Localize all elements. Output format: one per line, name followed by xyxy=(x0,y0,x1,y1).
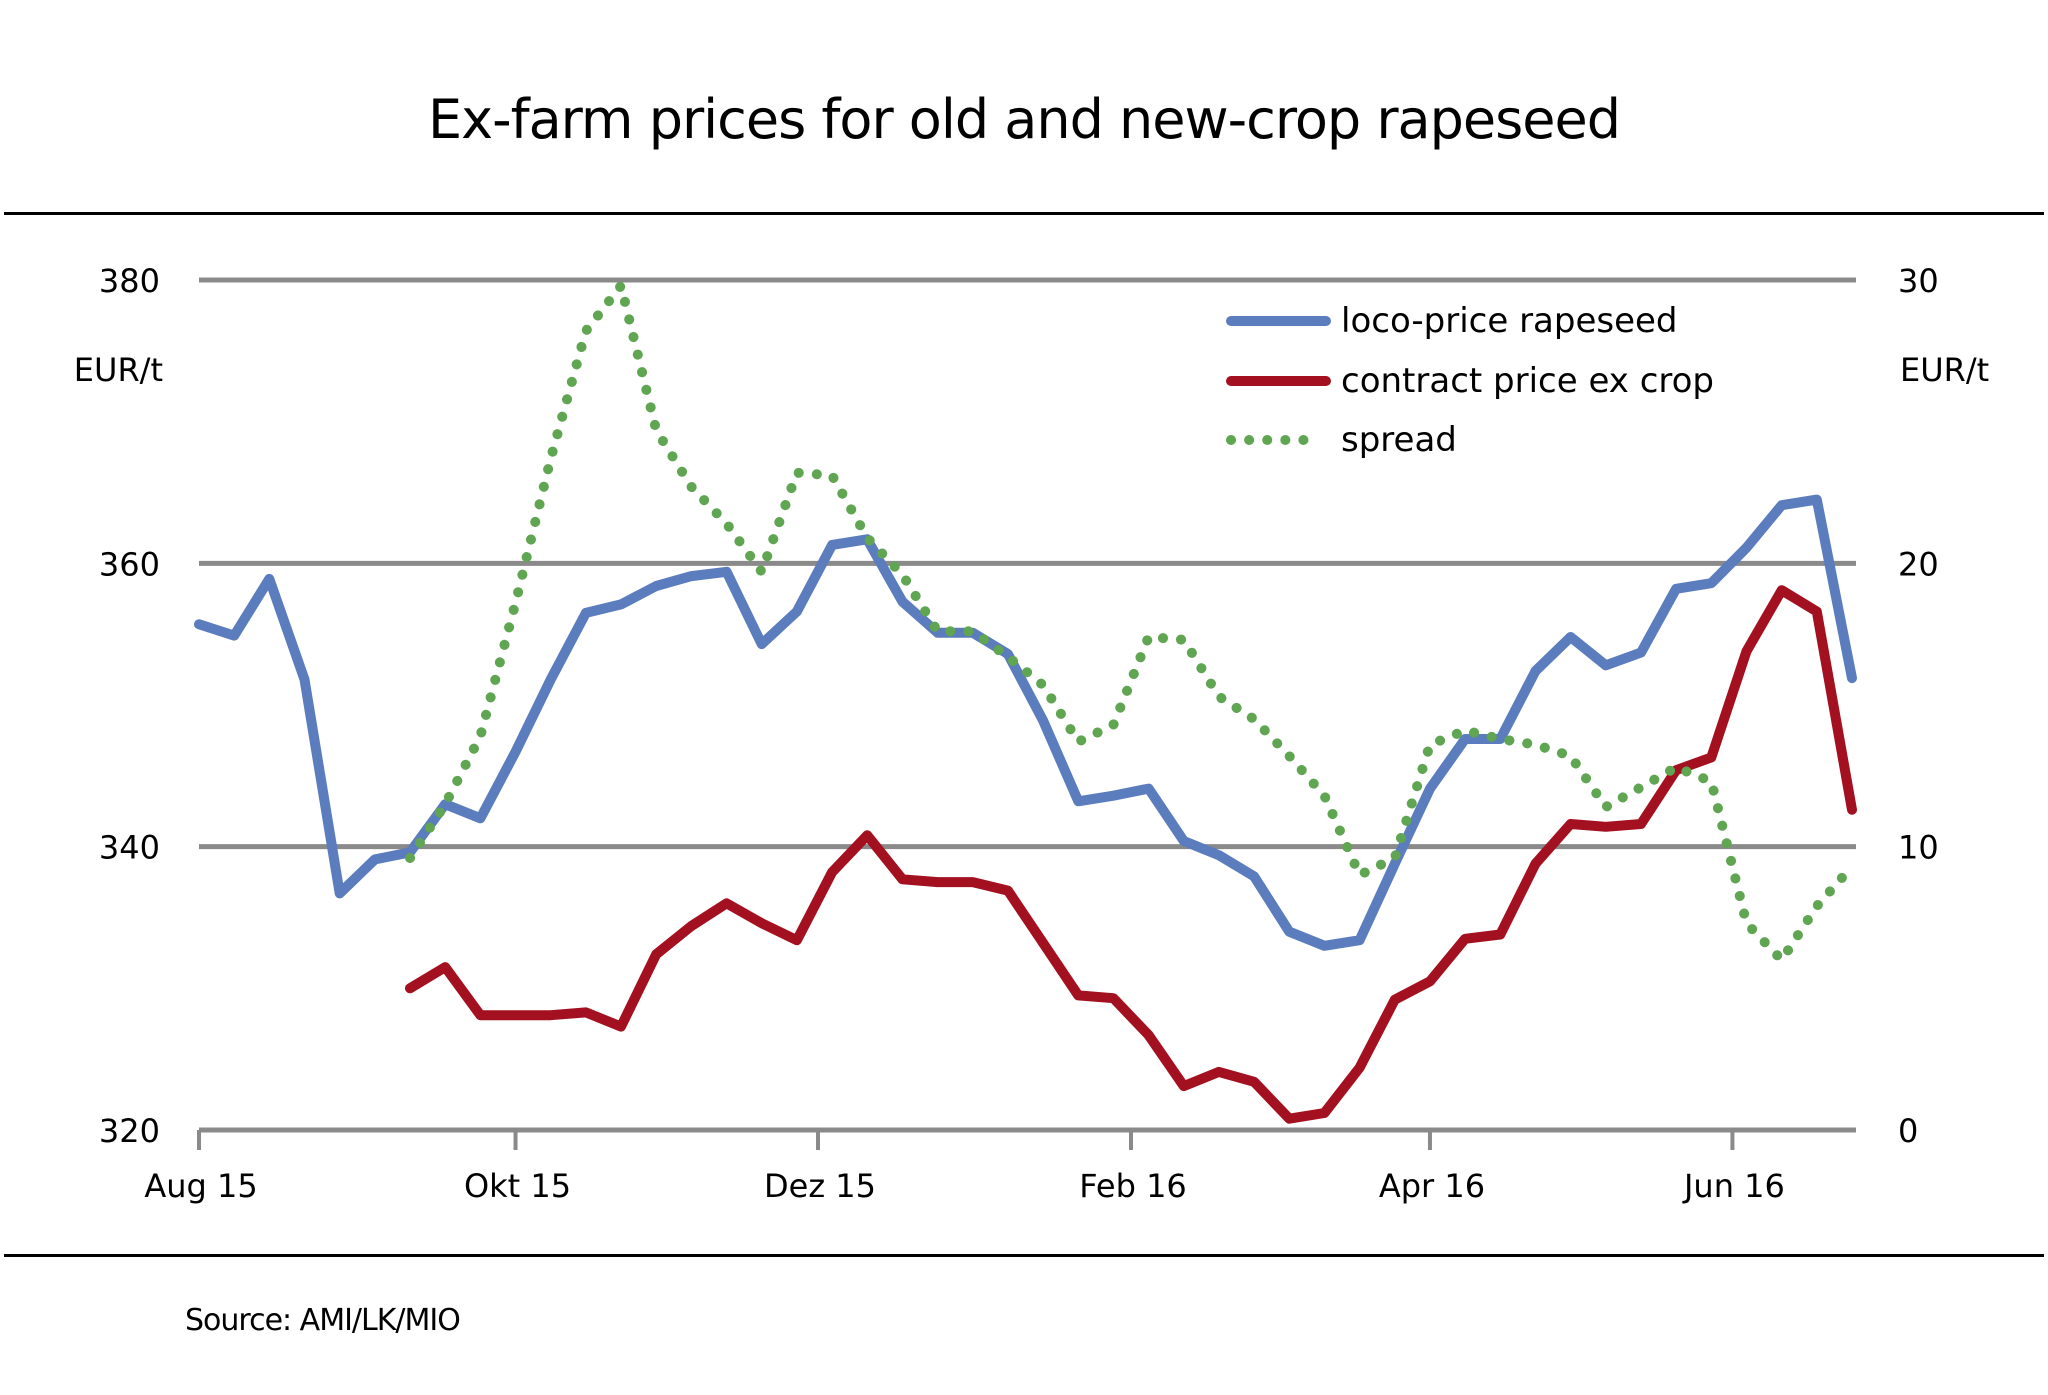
y-right-tick-label: 0 xyxy=(1898,1112,1918,1150)
x-tick-label: Okt 15 xyxy=(464,1167,571,1205)
x-tick-label: Apr 16 xyxy=(1379,1167,1485,1205)
legend-label: loco-price rapeseed xyxy=(1341,301,1678,341)
chart-title: Ex-farm prices for old and new-crop rape… xyxy=(428,88,1621,151)
y-left-unit-label: EUR/t xyxy=(74,351,163,389)
y-left-tick-label: 380 xyxy=(99,262,160,300)
series-line-spread xyxy=(405,280,1857,965)
y-left-tick-label: 360 xyxy=(99,545,160,583)
y-right-tick-label: 10 xyxy=(1898,829,1939,867)
y-right-unit-label: EUR/t xyxy=(1900,351,1989,389)
bottom-rule xyxy=(4,1254,2044,1257)
gridlines xyxy=(199,277,1856,1133)
x-tick-label: Feb 16 xyxy=(1079,1167,1187,1205)
x-tick-label: Jun 16 xyxy=(1682,1167,1785,1205)
y-left-tick-label: 320 xyxy=(99,1112,160,1150)
series-lines xyxy=(194,280,1857,1124)
y-axis-right: 0 10 20 30 EUR/t xyxy=(1898,262,1989,1150)
top-rule xyxy=(4,212,2044,215)
series-line-contract-price-ex-crop xyxy=(405,585,1857,1124)
x-tick-label: Dez 15 xyxy=(764,1167,876,1205)
x-axis: Aug 15 Okt 15 Dez 15 Feb 16 Apr 16 Jun 16 xyxy=(144,1130,1785,1205)
y-axis-left: 320 340 360 380 EUR/t xyxy=(74,262,163,1150)
source-note: Source: AMI/LK/MIO xyxy=(185,1303,461,1338)
legend-label: contract price ex crop xyxy=(1341,361,1714,401)
legend-label: spread xyxy=(1341,420,1457,460)
x-tick-label: Aug 15 xyxy=(144,1167,257,1205)
y-left-tick-label: 340 xyxy=(99,829,160,867)
y-right-tick-label: 30 xyxy=(1898,262,1939,300)
legend: loco-price rapeseed contract price ex cro… xyxy=(1226,301,1714,460)
series-line-loco-price-rapeseed xyxy=(194,494,1857,951)
y-right-tick-label: 20 xyxy=(1898,545,1939,583)
